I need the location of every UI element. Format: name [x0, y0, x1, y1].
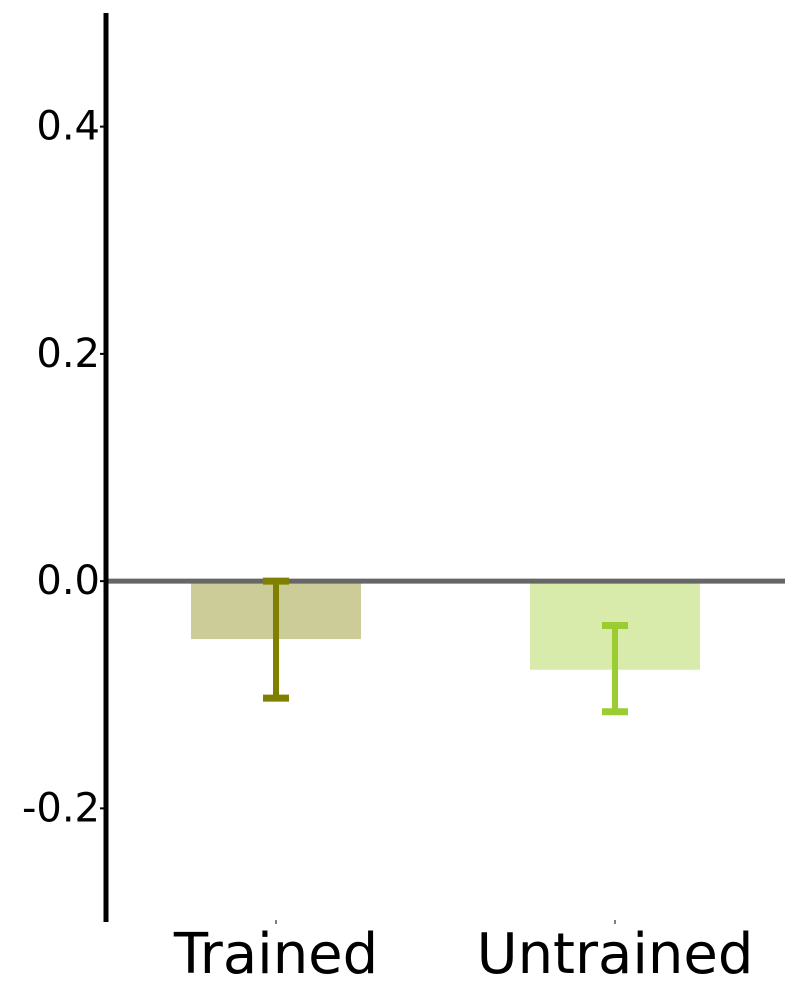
- y-tick-label: -0.2: [22, 785, 100, 831]
- y-tick-label: 0.2: [36, 331, 100, 377]
- x-ticks-group: Trained Untrained: [173, 920, 754, 987]
- y-ticks-group: -0.2 0.0 0.2 0.4: [22, 104, 106, 831]
- error-bar-untrained: [602, 621, 628, 716]
- y-tick-label: 0.4: [36, 104, 100, 150]
- x-tick-label-untrained: Untrained: [477, 922, 754, 987]
- error-bars-group: [263, 577, 628, 716]
- x-tick-label-trained: Trained: [173, 922, 378, 987]
- error-bar-trained: [263, 577, 289, 702]
- y-tick-label: 0.0: [36, 558, 100, 604]
